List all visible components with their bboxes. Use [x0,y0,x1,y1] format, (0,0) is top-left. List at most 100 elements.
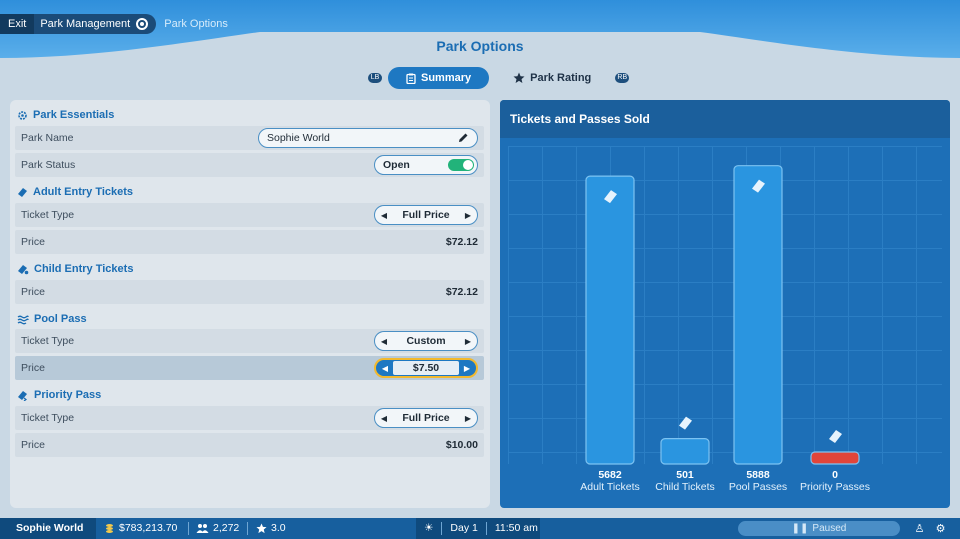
pause-control[interactable]: ❚❚ Paused [738,521,900,536]
tab-summary-label: Summary [421,72,472,84]
arrow-left-icon[interactable]: ◀ [380,413,388,423]
priority-price-label: Price [21,439,45,451]
park-name-value: Sophie World [267,132,330,144]
status-time: 11:50 am [494,522,538,534]
adult-ticket-type-selector[interactable]: ◀ Full Price ▶ [374,205,478,225]
child-price-value: $72.12 [445,286,478,298]
guests-icon [196,524,209,533]
top-banner [0,0,960,58]
park-status-row: Park Status Open [15,153,484,177]
section-priority-pass: Priority Pass [17,387,101,403]
value-label-pool-passes: 5888 [746,469,770,481]
tab-summary[interactable]: Summary [388,67,490,89]
pool-ticket-type-selector[interactable]: ◀ Custom ▶ [374,331,478,351]
value-label-child-tickets: 501 [676,469,694,481]
section-pool-title: Pool Pass [34,313,87,325]
paused-label: Paused [812,523,847,534]
pool-price-value[interactable]: $7.50 [392,361,460,375]
child-ticket-icon [18,264,29,274]
section-adult-title: Adult Entry Tickets [33,186,134,198]
arrow-right-icon[interactable]: ▶ [464,413,472,423]
chart-title: Tickets and Passes Sold [500,100,950,138]
priority-price-value: $10.00 [445,439,478,451]
breadcrumb-park-management[interactable]: Park Management [34,14,157,34]
arrow-right-icon[interactable]: ▶ [463,363,471,373]
pool-ticket-type-label: Ticket Type [21,335,75,347]
controller-button-icon [136,18,149,30]
section-child-title: Child Entry Tickets [34,263,134,275]
child-ticket-icon [679,416,692,430]
pool-price-row: Price ◀ $7.50 ▶ [15,356,484,380]
pool-ticket-type-value: Custom [406,335,446,347]
adult-price-label: Price [21,236,45,248]
sun-icon: ☀ [424,522,434,534]
status-guests[interactable]: 2,272 [196,518,239,539]
category-label-adult-tickets: Adult Tickets [580,481,640,493]
bar-child-tickets [660,438,710,465]
park-name-input[interactable]: Sophie World [258,128,478,148]
arrow-right-icon[interactable]: ▶ [464,210,472,220]
status-money-value: $783,213.70 [119,522,178,534]
gear-icon [18,110,27,120]
park-name-row: Park Name Sophie World [15,126,484,150]
pool-ticket-type-row: Ticket Type ◀ Custom ▶ [15,329,484,353]
tab-park-rating-label: Park Rating [530,72,592,84]
status-bar: Sophie World $783,213.70 2,272 3.0 ☀ Day… [0,518,960,539]
child-price-label: Price [21,286,45,298]
arrow-left-icon[interactable]: ◀ [381,363,389,373]
priority-ticket-type-selector[interactable]: ◀ Full Price ▶ [374,408,478,428]
breadcrumb: Exit Park Management Park Options [0,14,228,34]
section-adult-entry-tickets: Adult Entry Tickets [17,184,133,200]
priority-ticket-type-row: Ticket Type ◀ Full Price ▶ [15,406,484,430]
notifications-icon[interactable]: ♙ [914,523,925,535]
settings-gear-icon[interactable]: ⚙ [935,523,946,535]
adult-price-row: Price $72.12 [15,230,484,254]
park-status-toggle[interactable]: Open [374,155,478,175]
status-rating[interactable]: 3.0 [256,518,286,539]
status-money[interactable]: $783,213.70 [104,518,177,539]
category-label-pool-passes: Pool Passes [729,481,787,493]
child-price-row: Price $72.12 [15,280,484,304]
tab-bar: LB Summary Park Rating RB [368,67,630,89]
star-icon [256,523,267,534]
coins-icon [106,524,113,533]
divider [441,522,443,535]
pool-price-label: Price [21,362,45,374]
park-settings-panel: Park Essentials Park Name Sophie World P… [10,100,490,508]
arrow-left-icon[interactable]: ◀ [380,336,388,346]
value-label-priority-passes: 0 [832,469,838,481]
status-guests-value: 2,272 [213,522,240,534]
breadcrumb-current: Park Options [164,18,228,30]
park-status-label: Park Status [21,159,76,171]
tab-park-rating[interactable]: Park Rating [495,67,609,89]
section-park-essentials-title: Park Essentials [33,109,115,121]
park-status-value: Open [383,159,410,171]
pool-price-stepper[interactable]: ◀ $7.50 ▶ [374,358,478,378]
section-park-essentials: Park Essentials [17,107,114,123]
pool-pass-icon [17,315,29,324]
park-name-label: Park Name [21,132,74,144]
status-rating-value: 3.0 [271,522,286,534]
priority-ticket-type-value: Full Price [402,412,450,424]
section-pool-pass: Pool Pass [17,311,87,327]
adult-ticket-type-label: Ticket Type [21,209,75,221]
bar-pool-passes [733,165,783,465]
chart-grid [508,146,942,464]
breadcrumb-park-management-label: Park Management [40,18,131,30]
toggle-switch[interactable] [448,159,474,171]
adult-ticket-type-value: Full Price [402,209,450,221]
arrow-right-icon[interactable]: ▶ [464,336,472,346]
priority-ticket-type-label: Ticket Type [21,412,75,424]
divider [485,522,487,535]
priority-pass-icon [829,430,842,443]
status-park-name[interactable]: Sophie World [0,518,96,539]
status-day: Day 1 [450,522,478,534]
pause-icon: ❚❚ [791,523,809,534]
adult-ticket-type-row: Ticket Type ◀ Full Price ▶ [15,203,484,227]
exit-button[interactable]: Exit [0,14,35,34]
adult-price-value: $72.12 [445,236,478,248]
right-bumper-icon: RB [615,73,630,83]
arrow-left-icon[interactable]: ◀ [380,210,388,220]
bar-priority-passes [810,451,860,465]
